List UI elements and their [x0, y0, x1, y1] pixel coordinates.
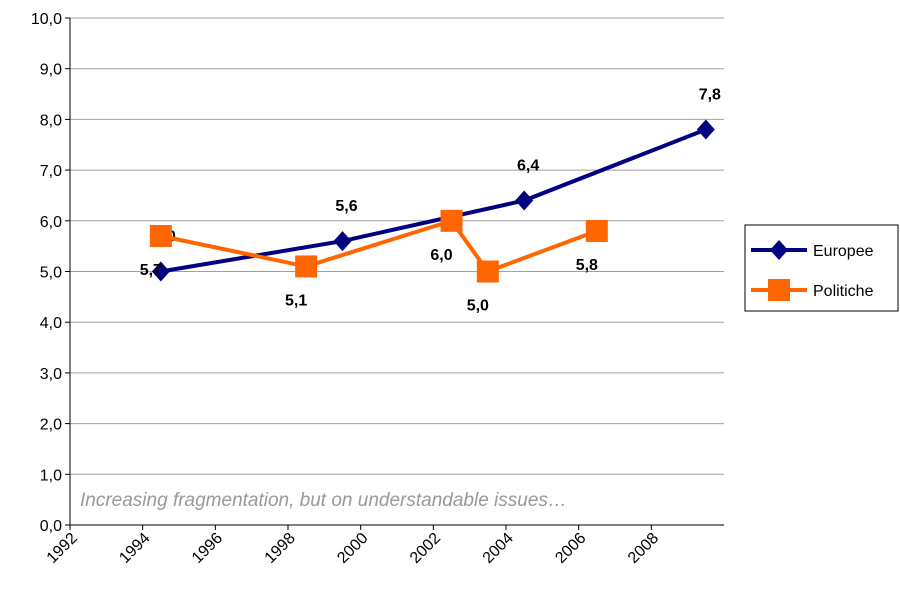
data-label: 7,8	[699, 87, 721, 104]
y-tick-label: 3,0	[40, 366, 62, 383]
x-tick-label: 1998	[262, 530, 299, 567]
point	[295, 255, 318, 278]
point	[151, 261, 170, 282]
y-tick-label: 1,0	[40, 467, 62, 484]
y-tick-label: 9,0	[40, 62, 62, 79]
y-tick-label: 7,0	[40, 163, 62, 180]
data-label: 5,0	[467, 298, 489, 315]
x-tick-label: 1996	[189, 530, 226, 567]
series-line	[160, 218, 598, 274]
data-label: 6,4	[517, 158, 539, 175]
legend-label: Politiche	[813, 283, 874, 300]
x-tick-label: 1994	[116, 530, 153, 567]
x-tick-label: 2000	[334, 530, 371, 567]
point	[333, 231, 352, 252]
y-tick-label: 6,0	[40, 214, 62, 231]
x-tick-label: 2008	[625, 530, 662, 567]
y-tick-label: 0,0	[40, 518, 62, 535]
point	[440, 209, 463, 232]
point	[696, 119, 715, 140]
y-tick-label: 5,0	[40, 265, 62, 282]
data-label: 5,7	[140, 262, 162, 279]
point	[768, 279, 790, 301]
x-tick-label: 1992	[44, 530, 81, 567]
data-label: 5,6	[335, 198, 357, 215]
point	[515, 190, 534, 211]
data-label: 5,8	[576, 257, 598, 274]
point	[770, 240, 788, 260]
point	[585, 219, 608, 242]
y-tick-label: 2,0	[40, 417, 62, 434]
x-tick-label: 2002	[407, 530, 444, 567]
annotation: Increasing fragmentation, but on underst…	[80, 490, 567, 511]
x-tick-label: 2006	[552, 530, 589, 567]
x-tick-label: 2004	[480, 530, 517, 567]
point	[476, 260, 499, 283]
data-label: 6,0	[430, 247, 452, 264]
y-tick-label: 8,0	[40, 112, 62, 129]
data-label: 5,1	[285, 292, 307, 309]
legend-label: Europee	[813, 243, 874, 260]
y-tick-label: 4,0	[40, 315, 62, 332]
point	[149, 225, 172, 248]
y-tick-label: 10,0	[31, 11, 62, 28]
